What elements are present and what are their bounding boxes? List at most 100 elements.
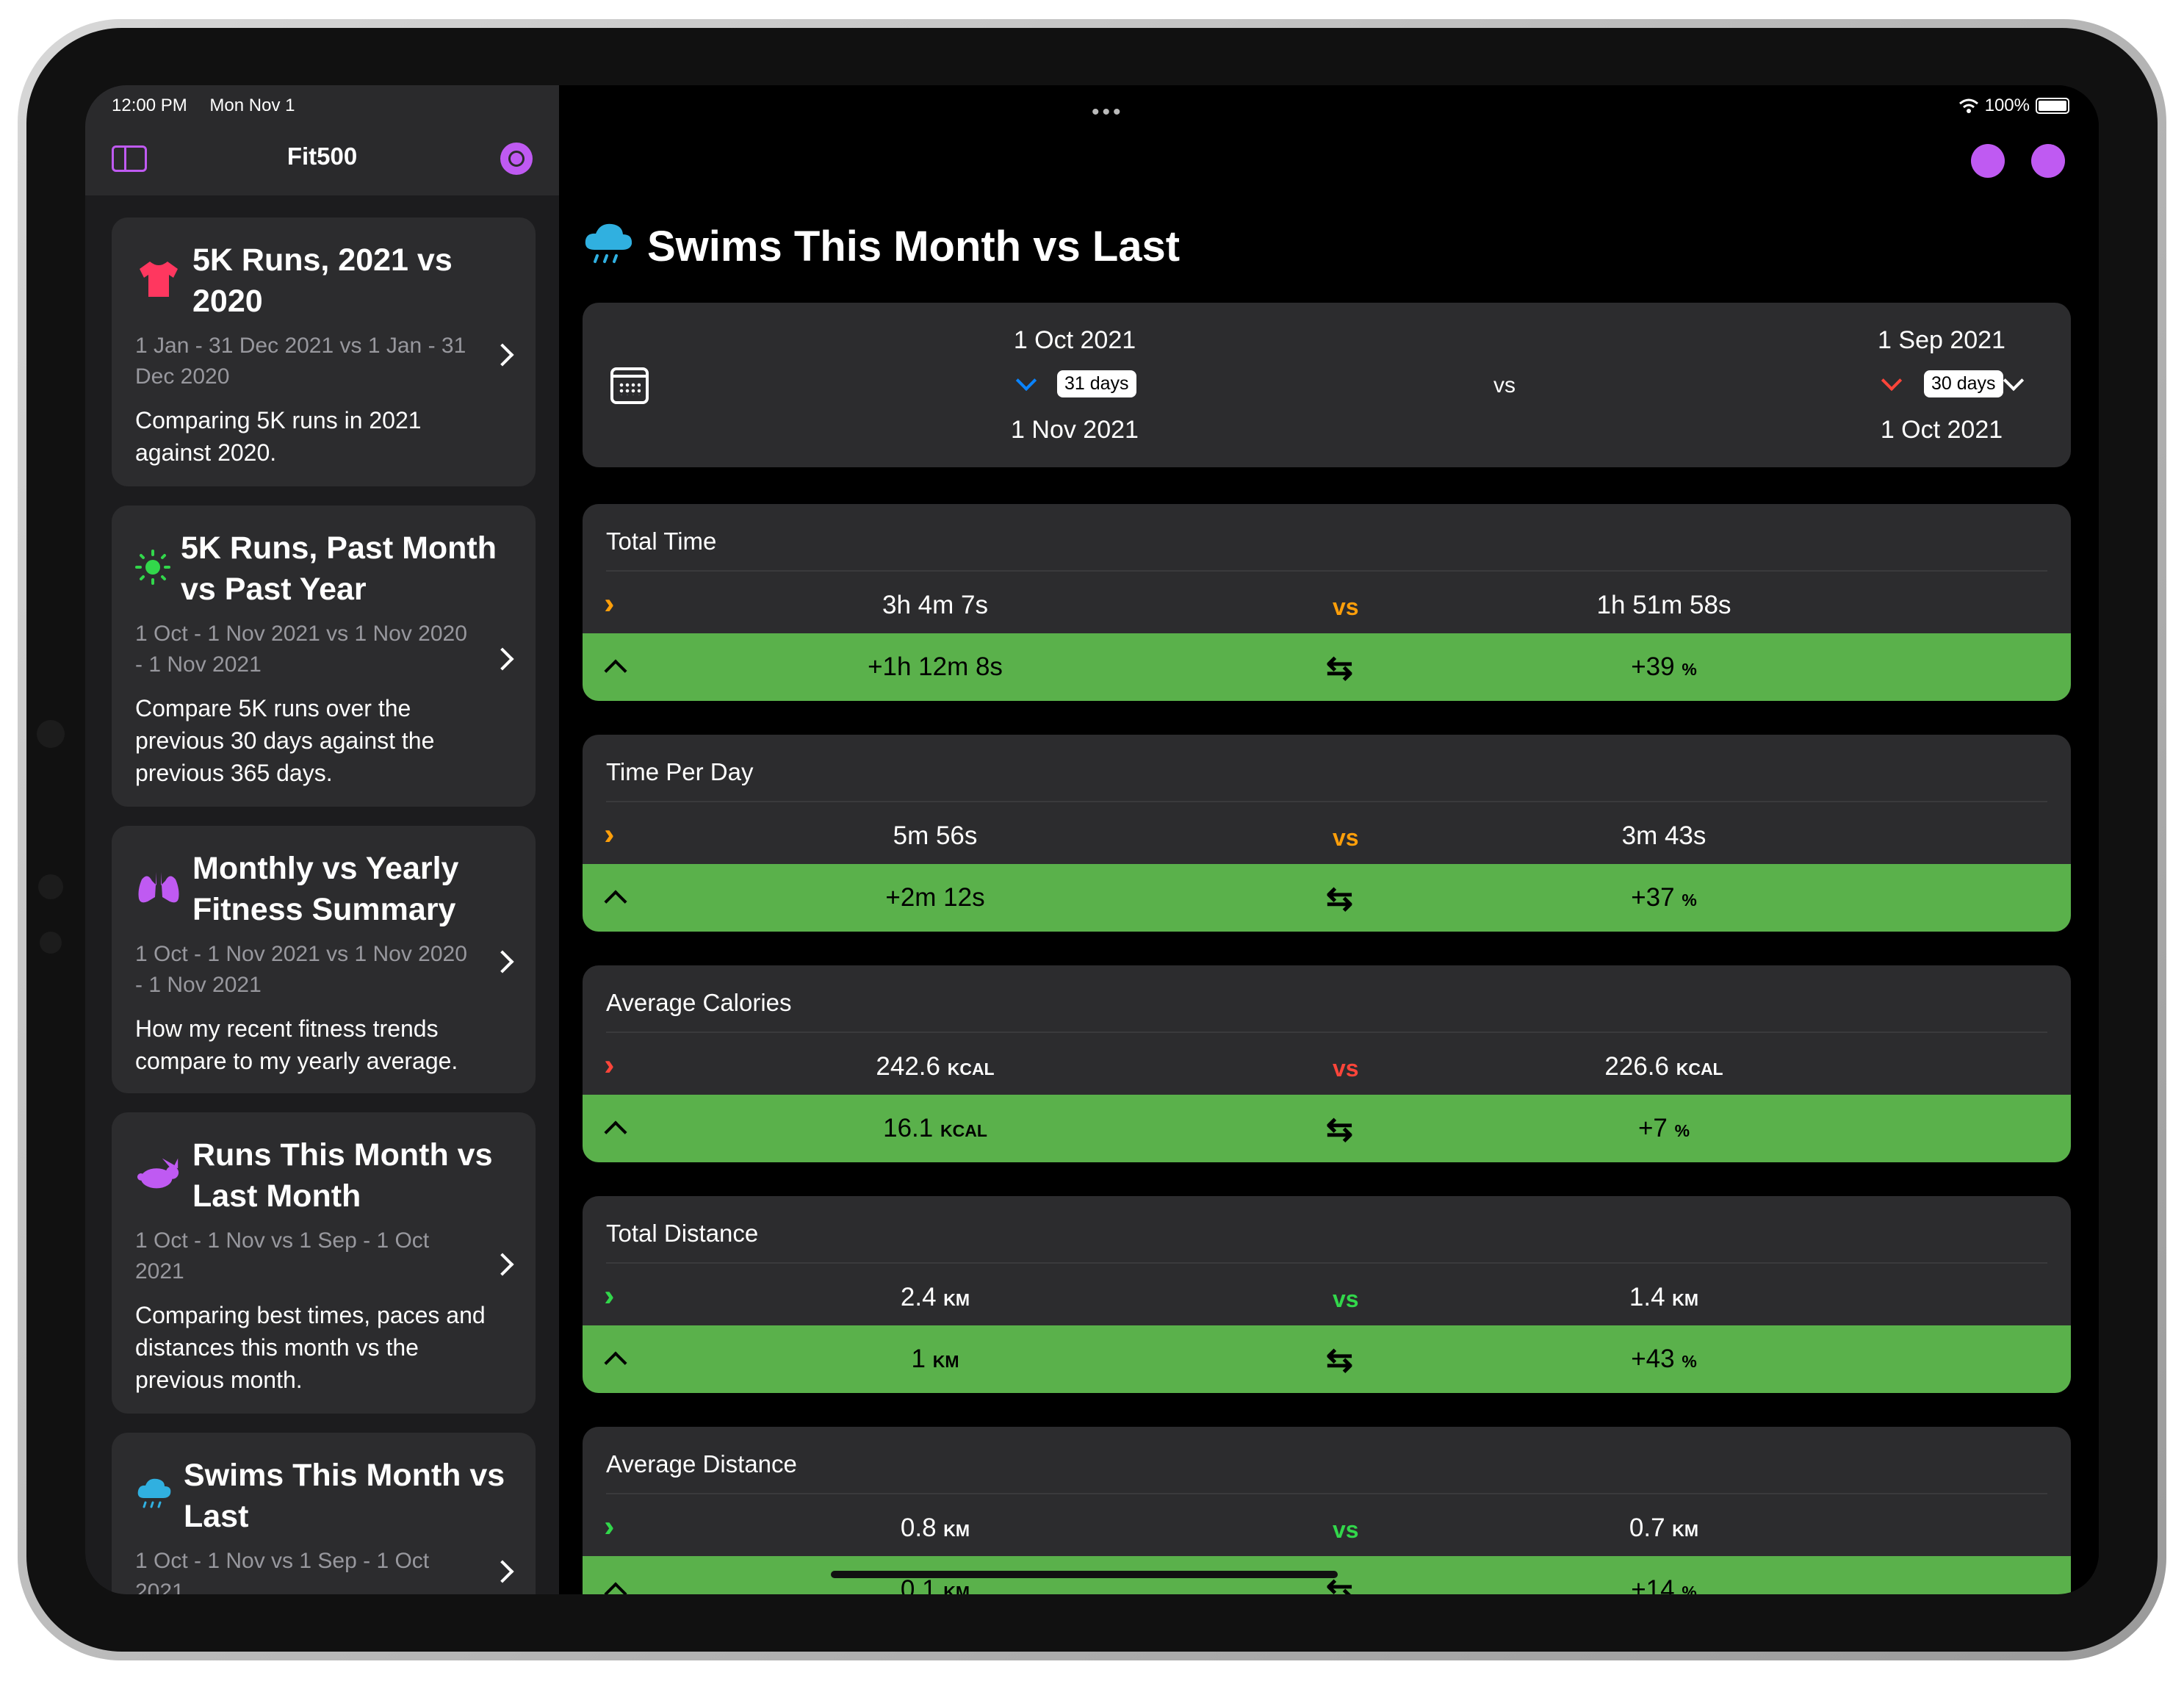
value-last-period: 1.4 KM bbox=[1629, 1283, 1699, 1311]
chevron-down-icon[interactable] bbox=[1881, 370, 1903, 392]
app-title: Fit500 bbox=[286, 143, 358, 170]
settings-gear-icon[interactable] bbox=[500, 143, 533, 175]
value-this-period: 3h 4m 7s bbox=[882, 591, 988, 619]
card-description: Comparing 5K runs in 2021 against 2020. bbox=[135, 407, 422, 466]
divider bbox=[606, 1493, 2047, 1494]
value-last-period: 1h 51m 58s bbox=[1596, 591, 1731, 619]
range-b-start: 1 Sep 2021 bbox=[1878, 326, 2005, 354]
home-indicator[interactable] bbox=[831, 1571, 1338, 1578]
metric-values-row: ›› 242.6 KCAL vs 226.6 KCAL bbox=[583, 1034, 2071, 1095]
screen: 12:00 PM Mon Nov 1 Fit500 5K Runs, 2021 … bbox=[85, 85, 2099, 1594]
diff-percent: +7 % bbox=[1637, 1114, 1690, 1142]
share-icon[interactable] bbox=[2031, 144, 2065, 178]
range-a-days-badge: 31 days bbox=[1057, 370, 1136, 397]
card-dates: 1 Jan - 31 Dec 2021 vs 1 Jan - 31 Dec 20… bbox=[135, 334, 466, 389]
calendar-icon[interactable] bbox=[610, 367, 649, 404]
diff-percent: +39 % bbox=[1631, 652, 1697, 681]
card-title: 5K Runs, 2021 vs 2020 bbox=[192, 242, 453, 319]
diff-value: 0.1 KM bbox=[900, 1575, 970, 1594]
vs-label: vs bbox=[1333, 824, 1359, 851]
metric-diff-row[interactable]: 16.1 KCAL ⇆ +7 % bbox=[583, 1095, 2071, 1162]
sun-icon bbox=[135, 544, 170, 591]
metric-values-row: ›› 3h 4m 7s vs 1h 51m 58s bbox=[583, 573, 2071, 633]
chevron-up-icon bbox=[604, 659, 627, 683]
list-item-swims-this-month[interactable]: Swims This Month vs Last 1 Oct - 1 Nov v… bbox=[112, 1433, 536, 1594]
value-last-period: 226.6 KCAL bbox=[1604, 1052, 1723, 1081]
diff-percent: +37 % bbox=[1631, 883, 1697, 912]
list-item-runs-this-month[interactable]: Runs This Month vs Last Month 1 Oct - 1 … bbox=[112, 1112, 536, 1414]
hare-icon bbox=[135, 1151, 182, 1198]
expand-chevron-icon[interactable] bbox=[2003, 370, 2025, 392]
value-this-period: 2.4 KM bbox=[900, 1283, 970, 1311]
card-dates: 1 Oct - 1 Nov 2021 vs 1 Nov 2020 - 1 Nov… bbox=[135, 942, 467, 997]
list-item-5k-2021-vs-2020[interactable]: 5K Runs, 2021 vs 2020 1 Jan - 31 Dec 202… bbox=[112, 217, 536, 486]
diff-value: 1 KM bbox=[911, 1345, 959, 1373]
sidebar: 12:00 PM Mon Nov 1 Fit500 5K Runs, 2021 … bbox=[85, 85, 559, 1594]
card-title: Runs This Month vs Last Month bbox=[192, 1137, 493, 1214]
metric-card-total-time: Total Time ›› 3h 4m 7s vs 1h 51m 58s +1h… bbox=[583, 504, 2071, 701]
card-dates: 1 Oct - 1 Nov vs 1 Sep - 1 Oct 2021 bbox=[135, 1549, 430, 1594]
chevron-right-icon bbox=[491, 1253, 514, 1276]
range-b-days-badge: 30 days bbox=[1924, 370, 2003, 397]
range-b-end: 1 Oct 2021 bbox=[1880, 416, 2003, 444]
sidebar-toggle-icon[interactable] bbox=[112, 145, 147, 172]
vs-label: vs bbox=[1333, 594, 1359, 620]
metric-title: Total Distance bbox=[606, 1220, 759, 1247]
metric-values-row: ›› 5m 56s vs 3m 43s bbox=[583, 804, 2071, 864]
diff-value: +2m 12s bbox=[885, 883, 985, 912]
value-this-period: 5m 56s bbox=[893, 821, 978, 850]
multitasking-dots-icon[interactable]: ••• bbox=[1092, 100, 1124, 124]
card-dates: 1 Oct - 1 Nov 2021 vs 1 Nov 2020 - 1 Nov… bbox=[135, 622, 467, 677]
metric-title: Average Calories bbox=[606, 989, 792, 1016]
divider bbox=[606, 801, 2047, 802]
side-sensor-2 bbox=[40, 932, 62, 954]
swap-arrows-icon[interactable]: ⇆ bbox=[1326, 1342, 1353, 1378]
metric-diff-row[interactable]: +2m 12s ⇆ +37 % bbox=[583, 864, 2071, 932]
tshirt-icon bbox=[135, 256, 182, 303]
chevron-right-icon bbox=[491, 950, 514, 973]
diff-percent: +14 % bbox=[1631, 1575, 1697, 1594]
swap-arrows-icon[interactable]: ⇆ bbox=[1326, 881, 1353, 917]
palette-icon[interactable] bbox=[1971, 144, 2005, 178]
chevron-down-icon[interactable] bbox=[1015, 370, 1037, 392]
lungs-icon bbox=[135, 864, 182, 911]
divider bbox=[606, 1032, 2047, 1033]
swap-arrows-icon[interactable]: ⇆ bbox=[1326, 650, 1353, 686]
list-item-monthly-vs-yearly[interactable]: Monthly vs Yearly Fitness Summary 1 Oct … bbox=[112, 826, 536, 1093]
divider bbox=[606, 570, 2047, 572]
divider bbox=[606, 1262, 2047, 1264]
date-range-selector[interactable]: 1 Oct 2021 31 days 1 Nov 2021 vs 1 Sep 2… bbox=[583, 303, 2071, 467]
status-bar-left: 12:00 PM Mon Nov 1 bbox=[112, 96, 312, 116]
battery-percent: 100% bbox=[1984, 96, 2030, 115]
wifi-icon bbox=[1958, 98, 1978, 113]
card-title: 5K Runs, Past Month vs Past Year bbox=[181, 530, 497, 607]
vs-label: vs bbox=[1333, 1516, 1359, 1543]
metric-card-total-distance: Total Distance ›› 2.4 KM vs 1.4 KM 1 KM … bbox=[583, 1196, 2071, 1393]
value-this-period: 242.6 KCAL bbox=[876, 1052, 995, 1081]
side-camera bbox=[37, 720, 65, 748]
metric-card-average-distance: Average Distance ›› 0.8 KM vs 0.7 KM 0.1… bbox=[583, 1427, 2071, 1594]
metric-diff-row[interactable]: 1 KM ⇆ +43 % bbox=[583, 1325, 2071, 1393]
chevron-right-icon bbox=[491, 1560, 514, 1583]
card-description: Comparing best times, paces and distance… bbox=[135, 1302, 486, 1393]
list-item-5k-past-month[interactable]: 5K Runs, Past Month vs Past Year 1 Oct -… bbox=[112, 505, 536, 807]
metric-title: Total Time bbox=[606, 528, 717, 555]
cloud-rain-icon bbox=[135, 1471, 173, 1518]
range-a-end: 1 Nov 2021 bbox=[1011, 416, 1139, 444]
diff-value: +1h 12m 8s bbox=[868, 652, 1003, 681]
metric-diff-row[interactable]: +1h 12m 8s ⇆ +39 % bbox=[583, 633, 2071, 701]
sidebar-header: 12:00 PM Mon Nov 1 Fit500 bbox=[85, 85, 559, 195]
status-date: Mon Nov 1 bbox=[209, 96, 295, 115]
card-title: Monthly vs Yearly Fitness Summary bbox=[192, 851, 459, 927]
metric-values-row: ›› 0.8 KM vs 0.7 KM bbox=[583, 1496, 2071, 1556]
value-last-period: 3m 43s bbox=[1621, 821, 1707, 850]
chevron-right-icon bbox=[491, 647, 514, 671]
value-last-period: 0.7 KM bbox=[1629, 1513, 1699, 1542]
status-bar-right: 100% bbox=[1958, 96, 2069, 116]
range-a-start: 1 Oct 2021 bbox=[1013, 326, 1136, 354]
metric-card-average-calories: Average Calories ›› 242.6 KCAL vs 226.6 … bbox=[583, 965, 2071, 1162]
card-title: Swims This Month vs Last bbox=[184, 1458, 505, 1534]
swap-arrows-icon[interactable]: ⇆ bbox=[1326, 1112, 1353, 1148]
chevron-up-icon bbox=[604, 1582, 627, 1594]
chevron-up-icon bbox=[604, 1120, 627, 1144]
